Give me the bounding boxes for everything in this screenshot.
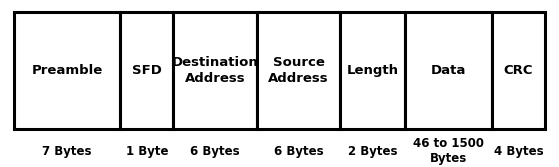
Text: 2 Bytes: 2 Bytes: [348, 144, 397, 157]
Text: SFD: SFD: [132, 64, 162, 77]
Text: 7 Bytes: 7 Bytes: [42, 144, 92, 157]
Bar: [340, 12, 405, 129]
Bar: [173, 12, 257, 129]
Bar: [14, 12, 120, 129]
Text: 6 Bytes: 6 Bytes: [274, 144, 323, 157]
Bar: [120, 12, 173, 129]
Text: CRC: CRC: [504, 64, 533, 77]
Bar: [492, 12, 545, 129]
Text: 46 to 1500
Bytes: 46 to 1500 Bytes: [413, 137, 484, 165]
Bar: [257, 12, 340, 129]
Text: Preamble: Preamble: [31, 64, 103, 77]
Text: Source
Address: Source Address: [268, 56, 329, 85]
Text: 1 Byte: 1 Byte: [126, 144, 168, 157]
Text: Destination
Address: Destination Address: [172, 56, 258, 85]
Bar: [405, 12, 492, 129]
Text: 6 Bytes: 6 Bytes: [190, 144, 240, 157]
Text: Length: Length: [347, 64, 399, 77]
Text: 4 Bytes: 4 Bytes: [494, 144, 543, 157]
Text: Data: Data: [430, 64, 466, 77]
